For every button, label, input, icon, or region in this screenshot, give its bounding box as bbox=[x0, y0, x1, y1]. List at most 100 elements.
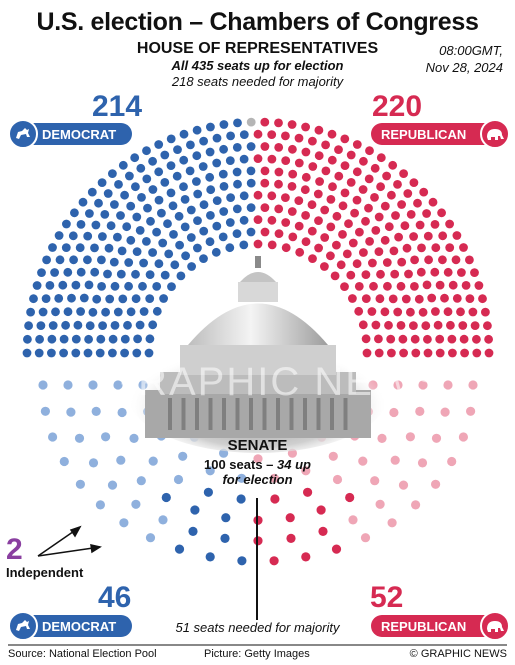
house-seat-democrat bbox=[185, 166, 195, 176]
house-seat-democrat bbox=[71, 280, 81, 290]
house-seat-democrat bbox=[225, 218, 235, 227]
senate-independent-count: 2 bbox=[6, 533, 23, 566]
house-seat-democrat bbox=[225, 243, 235, 253]
house-seat-republican bbox=[435, 280, 445, 290]
house-seat-democrat bbox=[226, 193, 236, 203]
house-seat-republican bbox=[359, 156, 368, 166]
house-seat-republican bbox=[415, 220, 425, 230]
house-seat-republican bbox=[430, 220, 440, 229]
house-seat-republican bbox=[396, 321, 406, 330]
senate-seat-democrat bbox=[136, 476, 146, 486]
house-seat-democrat bbox=[130, 153, 140, 163]
house-seat-democrat bbox=[87, 187, 97, 197]
house-seat-republican bbox=[301, 122, 310, 132]
house-seat-democrat bbox=[51, 307, 60, 317]
house-seat-republican bbox=[315, 177, 324, 186]
house-seat-republican bbox=[365, 237, 374, 246]
senate-seat-republican bbox=[253, 454, 263, 464]
house-seat-republican bbox=[274, 167, 284, 177]
senate-seat-republican bbox=[415, 406, 425, 416]
house-seat-republican bbox=[448, 280, 458, 290]
house-seat-democrat bbox=[198, 162, 208, 171]
senate-seat-republican bbox=[301, 466, 311, 476]
senate-seat-republican bbox=[332, 474, 343, 485]
house-seat-democrat bbox=[50, 268, 59, 277]
house-seat-republican bbox=[253, 215, 263, 225]
house-seat-republican bbox=[348, 238, 358, 248]
house-seat-republican bbox=[253, 129, 263, 139]
senate-seat-democrat bbox=[145, 533, 156, 543]
house-seat-republican bbox=[358, 185, 368, 194]
house-seat-democrat bbox=[88, 307, 98, 317]
house-seat-republican bbox=[367, 307, 377, 316]
senate-seats: 100 seats – 34 up bbox=[0, 457, 515, 472]
house-seat-republican bbox=[274, 179, 283, 189]
house-seat-democrat bbox=[219, 182, 229, 191]
house-seat-republican bbox=[445, 219, 454, 229]
house-seat-republican bbox=[400, 221, 410, 231]
house-seat-republican bbox=[470, 321, 480, 330]
senate-republican-count: 52 bbox=[370, 581, 404, 614]
house-seat-republican bbox=[352, 259, 362, 269]
house-seat-republican bbox=[370, 163, 380, 173]
house-seat-republican bbox=[396, 281, 406, 291]
house-seat-republican bbox=[413, 198, 422, 208]
house-seat-republican bbox=[438, 231, 448, 241]
house-seat-democrat bbox=[219, 120, 229, 129]
house-seat-republican bbox=[301, 147, 311, 157]
senate-seat-democrat bbox=[237, 556, 247, 566]
house-seat-republican bbox=[260, 142, 270, 151]
house-seat-democrat bbox=[108, 334, 118, 344]
house-seat-republican bbox=[355, 227, 364, 237]
house-seats-up: All 435 seats up for election bbox=[171, 58, 344, 73]
house-seat-democrat bbox=[173, 145, 182, 155]
house-seat-republican bbox=[388, 160, 398, 170]
house-seat-republican bbox=[321, 140, 330, 150]
capitol-building-picture bbox=[128, 256, 388, 453]
house-seat-republican bbox=[281, 218, 291, 227]
house-seat-democrat bbox=[169, 230, 178, 239]
senate-seat-democrat bbox=[158, 515, 168, 525]
senate-seat-democrat bbox=[129, 433, 139, 443]
house-seat-democrat bbox=[199, 136, 209, 146]
house-seat-democrat bbox=[61, 243, 71, 253]
house-seat-democrat bbox=[113, 307, 123, 317]
house-seat-republican bbox=[438, 255, 447, 265]
house-seat-democrat bbox=[205, 237, 215, 247]
house-seat-republican bbox=[416, 267, 426, 277]
house-seat-republican bbox=[354, 282, 364, 291]
senate-seat-democrat bbox=[161, 492, 171, 503]
house-seat-republican bbox=[384, 320, 393, 330]
house-seat-republican bbox=[431, 243, 441, 253]
house-seat-republican bbox=[344, 219, 353, 229]
house-seat-democrat bbox=[118, 294, 128, 304]
house-seat-democrat bbox=[193, 243, 202, 253]
senate-seat-republican bbox=[405, 432, 415, 442]
house-seat-republican bbox=[410, 255, 419, 265]
house-seat-democrat bbox=[166, 134, 176, 144]
house-seat-democrat bbox=[96, 334, 106, 344]
house-seat-republican bbox=[457, 268, 466, 277]
house-seat-democrat bbox=[132, 348, 142, 358]
house-seat-republican bbox=[375, 294, 385, 304]
house-seat-republican bbox=[327, 155, 337, 165]
house-seat-republican bbox=[398, 334, 408, 344]
house-seat-democrat bbox=[98, 321, 107, 330]
senate-seat-democrat bbox=[74, 433, 85, 443]
house-seat-democrat bbox=[47, 334, 57, 344]
senate-seat-republican bbox=[440, 407, 450, 417]
house-seat-democrat bbox=[187, 262, 197, 271]
house-seat-democrat bbox=[239, 154, 249, 164]
house-seat-republican bbox=[253, 190, 263, 200]
house-seat-democrat bbox=[167, 282, 176, 291]
house-seat-republican bbox=[301, 211, 310, 220]
house-seat-democrat bbox=[142, 237, 151, 246]
senate-seat-democrat bbox=[188, 526, 198, 537]
house-seat-republican bbox=[461, 281, 471, 290]
house-seat-democrat bbox=[193, 216, 202, 226]
senate-seat-republican bbox=[466, 406, 476, 416]
house-seat-republican bbox=[336, 260, 346, 270]
house-seat-democrat bbox=[84, 334, 93, 344]
house-seat-republican bbox=[380, 235, 390, 245]
senate-seat-democrat bbox=[40, 406, 51, 416]
